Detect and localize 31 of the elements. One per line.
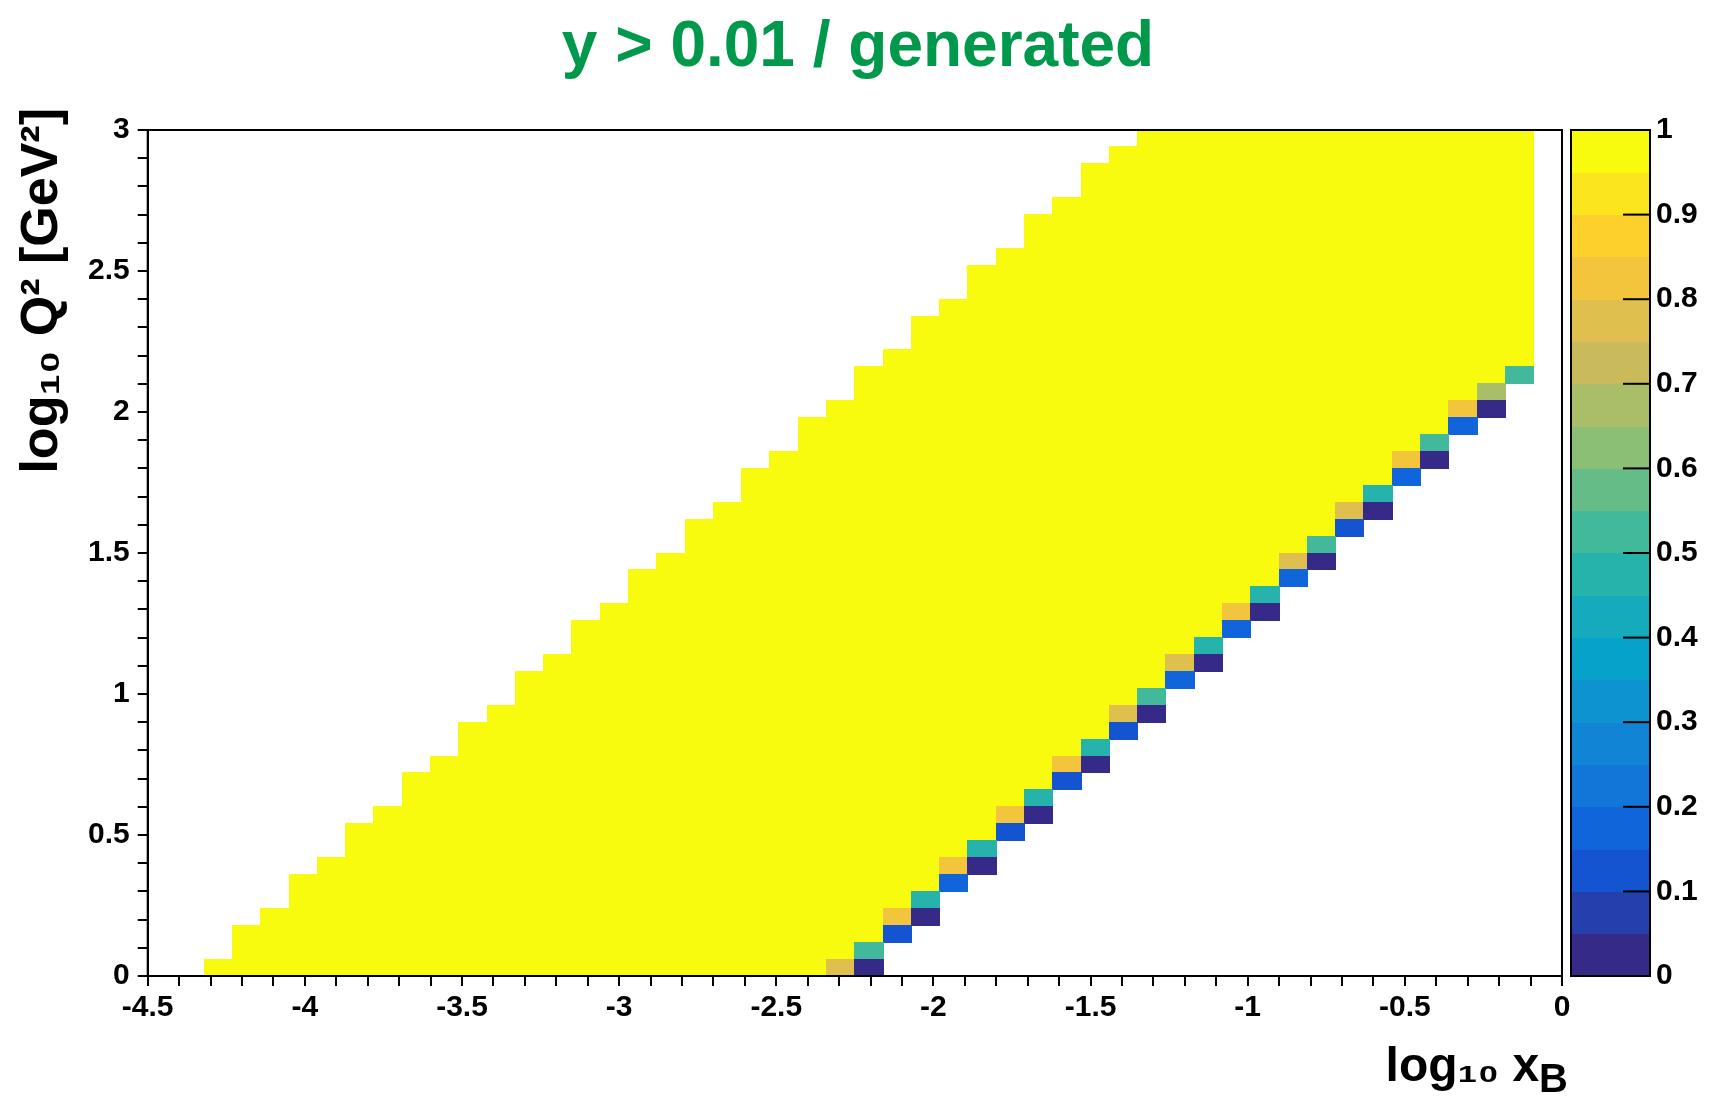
color-bar-label: 0 [1656,957,1673,991]
y-tick-label: 1.5 [87,534,130,568]
color-bar-label: 1 [1656,111,1673,145]
x-tick-label: -2 [920,989,947,1023]
color-bar-label: 0.3 [1656,703,1698,737]
y-tick-label: 2 [113,393,130,427]
x-tick-label: -1 [1234,989,1262,1023]
color-bar-label: 0.9 [1656,195,1698,229]
color-bar-label: 0.2 [1656,788,1698,822]
color-bar-label: 0.1 [1656,872,1698,906]
x-tick-label: 0 [1553,989,1571,1023]
chart-title: y > 0.01 / generated [560,8,1156,80]
x-axis-title: log₁₀ x$_{B}$ [1385,1038,1568,1096]
x-tick-label: -1.5 [1064,989,1117,1023]
y-tick-label: 0.5 [87,816,130,850]
y-tick-label: 0 [113,957,130,991]
x-tick-label: -3 [605,989,633,1023]
color-bar-label: 0.7 [1656,365,1698,399]
x-tick-label: -4.5 [121,989,174,1023]
y-axis-title: log₁₀ Q² [GeV²] [9,108,69,474]
y-tick-label: 1 [113,675,130,709]
color-bar-label: 0.4 [1656,618,1699,652]
x-tick-label: -3.5 [436,989,488,1023]
x-tick-label: -2.5 [750,989,803,1023]
color-bar-label: 0.6 [1656,449,1698,483]
color-bar-label: 0.5 [1656,534,1698,568]
y-tick-label: 3 [113,111,130,145]
x-tick-label: -0.5 [1379,989,1431,1023]
color-bar-label: 0.8 [1656,280,1698,314]
y-tick-label: 2.5 [87,252,130,286]
x-tick-label: -4 [291,989,319,1023]
